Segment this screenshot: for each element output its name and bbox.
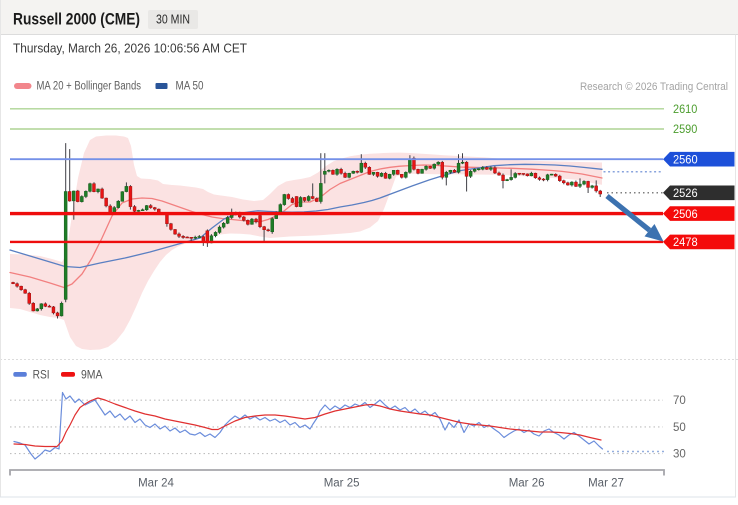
svg-text:Thursday, March 26, 2026 10:06: Thursday, March 26, 2026 10:06:56 AM CET — [13, 42, 247, 56]
svg-text:2590: 2590 — [673, 124, 697, 136]
svg-text:2506: 2506 — [673, 207, 698, 221]
svg-text:50: 50 — [673, 422, 686, 434]
svg-text:Russell 2000 (CME): Russell 2000 (CME) — [13, 11, 140, 29]
svg-text:Research © 2026 Trading Centra: Research © 2026 Trading Central — [580, 81, 728, 93]
svg-text:2610: 2610 — [673, 104, 697, 116]
svg-text:MA 20 + Bollinger Bands: MA 20 + Bollinger Bands — [37, 81, 142, 93]
svg-text:30: 30 — [673, 449, 686, 461]
svg-text:Mar 26: Mar 26 — [509, 478, 545, 490]
svg-text:2478: 2478 — [673, 235, 698, 249]
svg-text:MA 50: MA 50 — [176, 81, 204, 93]
svg-text:Mar 27: Mar 27 — [588, 478, 624, 490]
svg-text:70: 70 — [673, 395, 686, 407]
svg-text:Mar 24: Mar 24 — [138, 478, 174, 490]
svg-text:9MA: 9MA — [81, 368, 103, 382]
svg-text:RSI: RSI — [33, 368, 50, 382]
svg-text:2560: 2560 — [673, 153, 698, 167]
svg-text:Mar 25: Mar 25 — [324, 478, 360, 490]
svg-text:30 MIN: 30 MIN — [156, 13, 190, 27]
svg-text:2526: 2526 — [673, 186, 698, 200]
